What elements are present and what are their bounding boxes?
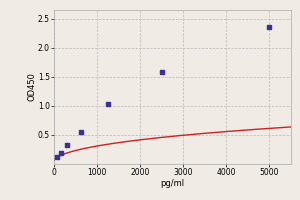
Point — [106, 103, 110, 106]
Point — [79, 130, 83, 134]
Point — [159, 71, 164, 74]
Point — [267, 26, 272, 29]
Y-axis label: OD450: OD450 — [27, 73, 36, 101]
Point — [58, 151, 63, 154]
Point — [65, 144, 70, 147]
Point — [55, 156, 60, 159]
X-axis label: pg/ml: pg/ml — [160, 179, 184, 188]
